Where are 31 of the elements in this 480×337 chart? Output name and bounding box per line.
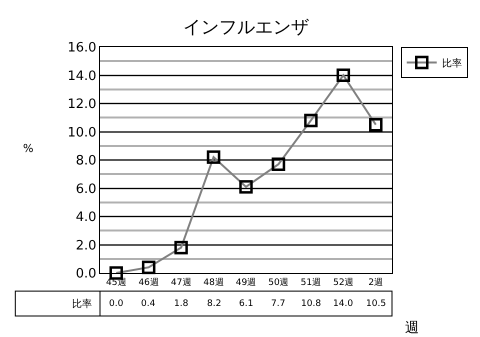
data-label: 1.8 [174,299,189,309]
x-tick-label: 48週 [203,276,224,288]
data-label: 8.2 [207,299,222,309]
y-tick-label: 12.0 [67,97,96,112]
x-axis-title: 週 [405,320,419,336]
x-tick-label: 47週 [170,276,192,288]
text: 比率 [72,299,92,310]
x-tick-label: 2週 [368,276,384,288]
y-tick-label: 16.0 [67,40,96,56]
y-tick-label: 10.0 [67,125,96,140]
y-tick-label: 4.0 [76,210,96,226]
x-tick-label: 52週 [333,276,354,288]
x-tick-label: 50週 [268,276,289,288]
data-label: 7.7 [271,299,286,309]
y-tick-label: 6.0 [76,182,96,197]
y-axis-title: % [23,142,34,155]
x-tick-label: 46週 [138,276,159,288]
x-tick-label: 49週 [236,276,256,288]
data-label: 0.0 [109,299,124,309]
y-tick-label: 8.0 [76,154,96,169]
data-label: 6.1 [239,299,254,309]
data-label: 14.0 [333,299,354,309]
y-tick-label: 2.0 [76,238,96,254]
y-tick-label: 14.0 [67,68,96,84]
data-label: 10.8 [301,299,322,309]
chart-title: インフルエンザ [183,17,309,38]
data-label: 0.4 [141,299,156,309]
x-tick-label: 51週 [300,276,322,288]
y-tick-label: 0.0 [76,266,96,282]
data-label: 10.5 [366,299,386,309]
legend-label: 比率 [442,57,462,70]
